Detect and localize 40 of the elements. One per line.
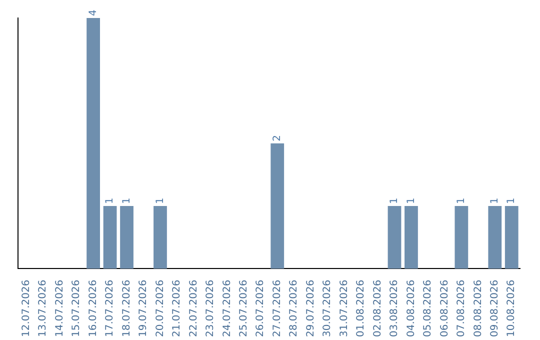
data-label: 2 (272, 134, 283, 142)
x-tick-label: 01.08.2026 (356, 280, 367, 338)
x-tick-label: 19.07.2026 (138, 280, 150, 338)
x-tick-label: 05.08.2026 (422, 280, 434, 338)
x-tick-label: 07.08.2026 (456, 280, 468, 338)
x-tick-label: 12.07.2026 (20, 280, 32, 338)
data-label: 1 (154, 198, 166, 204)
x-tick-label: 03.08.2026 (389, 280, 400, 338)
x-tick-label: 08.08.2026 (472, 280, 484, 338)
x-tick-label: 21.07.2026 (172, 280, 183, 338)
data-label: 1 (121, 198, 132, 204)
x-tick-label: 25.07.2026 (238, 280, 250, 338)
x-tick-label: 30.07.2026 (322, 280, 334, 338)
x-tick-label: 26.07.2026 (255, 280, 266, 338)
x-tick-label: 16.07.2026 (88, 280, 99, 338)
x-tick-label: 28.07.2026 (288, 280, 300, 338)
x-tick-label: 23.07.2026 (205, 280, 216, 338)
data-label: 4 (88, 10, 99, 16)
x-tick-label: 18.07.2026 (121, 280, 132, 338)
x-tick-label: 14.07.2026 (54, 280, 66, 338)
x-tick-label: 04.08.2026 (406, 280, 417, 338)
x-tick-label: 27.07.2026 (272, 280, 283, 338)
data-label: 1 (406, 198, 417, 204)
x-tick-label: 29.07.2026 (305, 280, 316, 338)
data-label: 1 (506, 198, 518, 204)
x-tick-label: 10.08.2026 (506, 280, 518, 338)
x-tick-label: 22.07.2026 (188, 280, 200, 338)
x-tick-label: 24.07.2026 (222, 280, 233, 338)
x-tick-label: 31.07.2026 (338, 280, 350, 338)
x-tick-label: 15.07.2026 (71, 280, 82, 338)
data-label: 1 (489, 198, 500, 204)
x-tick-label: 06.08.2026 (439, 280, 450, 338)
x-tick-label: 09.08.2026 (489, 280, 500, 338)
x-tick-label: 17.07.2026 (104, 280, 116, 338)
x-tick-label: 20.07.2026 (154, 280, 166, 338)
data-label: 1 (456, 198, 468, 204)
x-tick-label: 13.07.2026 (38, 280, 49, 338)
data-label: 1 (389, 198, 400, 204)
x-tick-label: 02.08.2026 (372, 280, 384, 338)
data-label: 1 (104, 198, 116, 204)
